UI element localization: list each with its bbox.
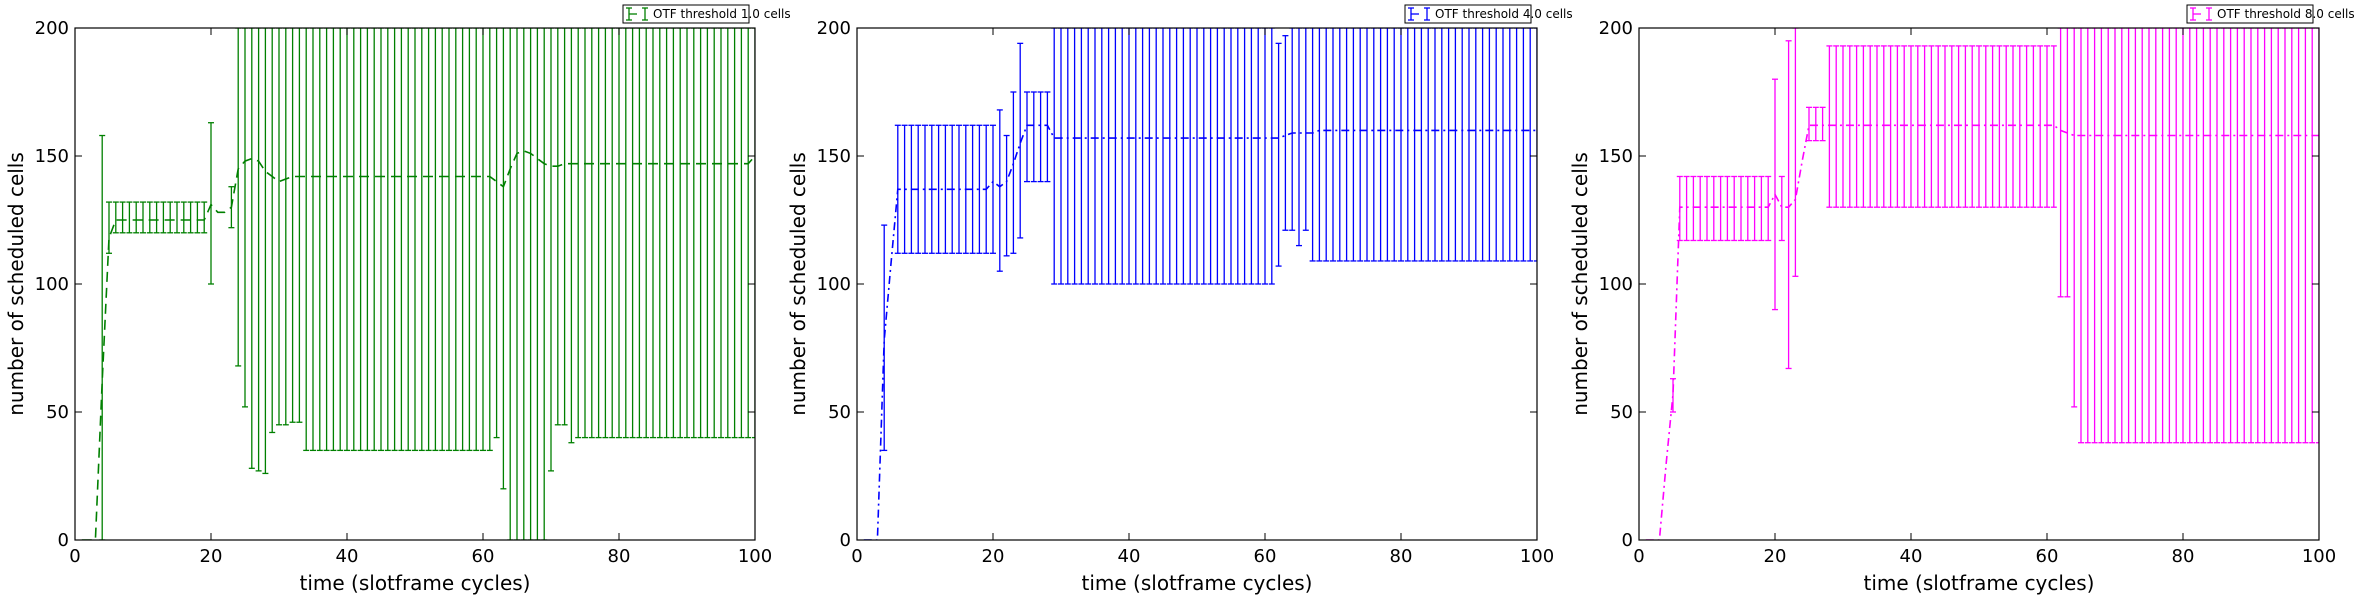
y-tick-label: 100 xyxy=(1599,274,1633,295)
y-tick-label: 50 xyxy=(828,402,851,423)
plot-area xyxy=(81,28,755,540)
legend: OTF threshold 1.0 cells xyxy=(622,4,791,24)
x-tick-label: 80 xyxy=(2172,546,2195,567)
x-axis-label: time (slotframe cycles) xyxy=(1864,571,2095,595)
chart-panel-otf-8: 0 20 40 60 80 100 0 50 100 150 200 time (slotframe … xyxy=(1568,4,2355,595)
y-tick-label: 150 xyxy=(1599,146,1633,167)
legend: OTF threshold 4.0 cells xyxy=(1404,4,1573,24)
chart-panel-otf-4: 0 20 40 60 80 100 0 50 100 150 200 time (slotframe … xyxy=(786,4,1573,595)
legend: OTF threshold 8.0 cells xyxy=(2186,4,2355,24)
y-tick-label: 100 xyxy=(817,274,851,295)
error-bars xyxy=(1670,28,2319,444)
error-bars xyxy=(881,28,1537,452)
legend-key xyxy=(2190,7,2212,21)
x-tick-label: 0 xyxy=(1633,546,1644,567)
chart-panel-otf-1: 0 20 40 60 80 100 0 50 100 150 200 time (slotframe … xyxy=(4,4,791,595)
x-tick-label: 60 xyxy=(1254,546,1277,567)
x-tick-label: 40 xyxy=(336,546,359,567)
x-tick-label: 100 xyxy=(1520,546,1554,567)
y-tick-label: 200 xyxy=(817,18,851,39)
x-tick-label: 0 xyxy=(69,546,80,567)
series-line xyxy=(863,124,1537,540)
y-tick-label: 50 xyxy=(1610,402,1633,423)
y-axis-label: number of scheduled cells xyxy=(4,152,28,416)
legend-key xyxy=(1408,7,1430,21)
x-tick-label: 20 xyxy=(200,546,223,567)
y-tick-label: 0 xyxy=(58,530,69,551)
y-tick-label: 0 xyxy=(1622,530,1633,551)
error-bars xyxy=(99,28,755,540)
plot-area xyxy=(863,28,1537,540)
series-line xyxy=(1645,124,2319,540)
y-tick-label: 100 xyxy=(35,274,69,295)
legend-box xyxy=(2186,4,2314,24)
legend-box xyxy=(622,4,750,24)
y-tick-label: 150 xyxy=(817,146,851,167)
y-axis-label: number of scheduled cells xyxy=(1568,152,1592,416)
y-tick-label: 200 xyxy=(35,18,69,39)
x-tick-label: 80 xyxy=(608,546,631,567)
y-tick-label: 200 xyxy=(1599,18,1633,39)
x-tick-label: 20 xyxy=(1764,546,1787,567)
legend-label: OTF threshold 1.0 cells xyxy=(653,7,791,21)
x-tick-label: 100 xyxy=(738,546,772,567)
x-axis-label: time (slotframe cycles) xyxy=(1082,571,1313,595)
x-tick-label: 60 xyxy=(2036,546,2059,567)
legend-key xyxy=(626,7,648,21)
series-line xyxy=(81,150,755,540)
x-tick-label: 0 xyxy=(851,546,862,567)
y-tick-label: 50 xyxy=(46,402,69,423)
x-tick-label: 60 xyxy=(472,546,495,567)
x-tick-label: 40 xyxy=(1900,546,1923,567)
x-tick-label: 80 xyxy=(1390,546,1413,567)
x-tick-label: 100 xyxy=(2302,546,2336,567)
legend-box xyxy=(1404,4,1532,24)
plot-area xyxy=(1645,28,2319,540)
x-axis-label: time (slotframe cycles) xyxy=(300,571,531,595)
legend-label: OTF threshold 8.0 cells xyxy=(2217,7,2355,21)
x-tick-label: 20 xyxy=(982,546,1005,567)
legend-label: OTF threshold 4.0 cells xyxy=(1435,7,1573,21)
y-tick-label: 150 xyxy=(35,146,69,167)
y-axis-label: number of scheduled cells xyxy=(786,152,810,416)
y-tick-label: 0 xyxy=(840,530,851,551)
x-tick-label: 40 xyxy=(1118,546,1141,567)
